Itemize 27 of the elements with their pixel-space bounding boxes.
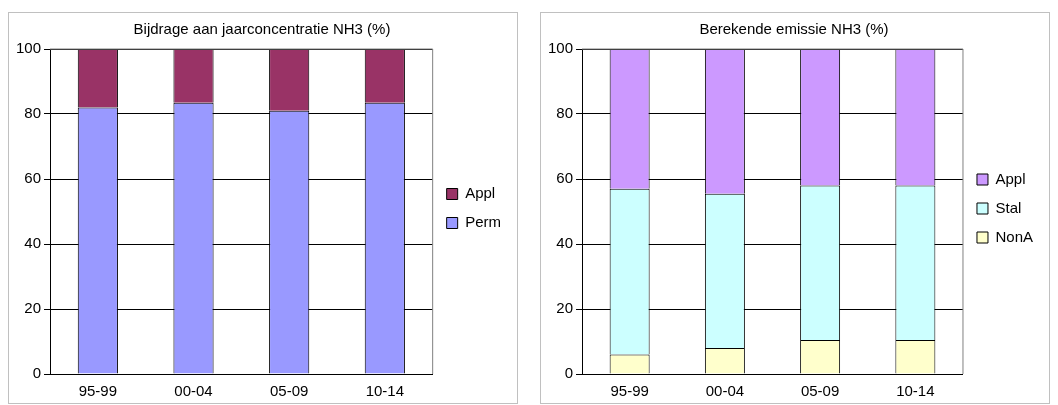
x-tick-label: 10-14 (896, 382, 935, 400)
x-tick-label: 05-09 (800, 382, 840, 400)
chart-title: Berekende emissie NH3 (%) (699, 20, 889, 38)
x-tick-label: 95-99 (610, 382, 649, 400)
y-tick-label: 20 (556, 299, 574, 317)
legend-label: Appl (995, 169, 1026, 187)
x-tick-label: 00-04 (705, 382, 745, 400)
x-tick-label: 00-04 (174, 382, 213, 400)
x-tick-label: 95-99 (78, 382, 118, 400)
y-tick-label: 60 (24, 169, 42, 187)
legend-label: NonA (995, 227, 1034, 245)
y-tick-label: 40 (24, 234, 42, 252)
x-tick-label: 10-14 (365, 382, 405, 400)
legend-label: Perm (465, 213, 502, 231)
y-tick-label: 0 (32, 364, 42, 382)
y-tick-label: 100 (548, 39, 574, 57)
chart-title: Bijdrage aan jaarconcentratie NH3 (%) (133, 20, 391, 38)
y-tick-label: 100 (16, 39, 42, 57)
y-tick-label: 20 (24, 299, 42, 317)
legend-label: Stal (995, 198, 1022, 216)
y-tick-label: 40 (556, 234, 574, 252)
y-tick-label: 80 (556, 104, 574, 122)
y-tick-label: 0 (564, 364, 574, 382)
y-tick-label: 80 (24, 104, 42, 122)
y-tick-label: 60 (556, 169, 574, 187)
legend-label: Appl (465, 184, 496, 202)
x-tick-label: 05-09 (269, 382, 309, 400)
